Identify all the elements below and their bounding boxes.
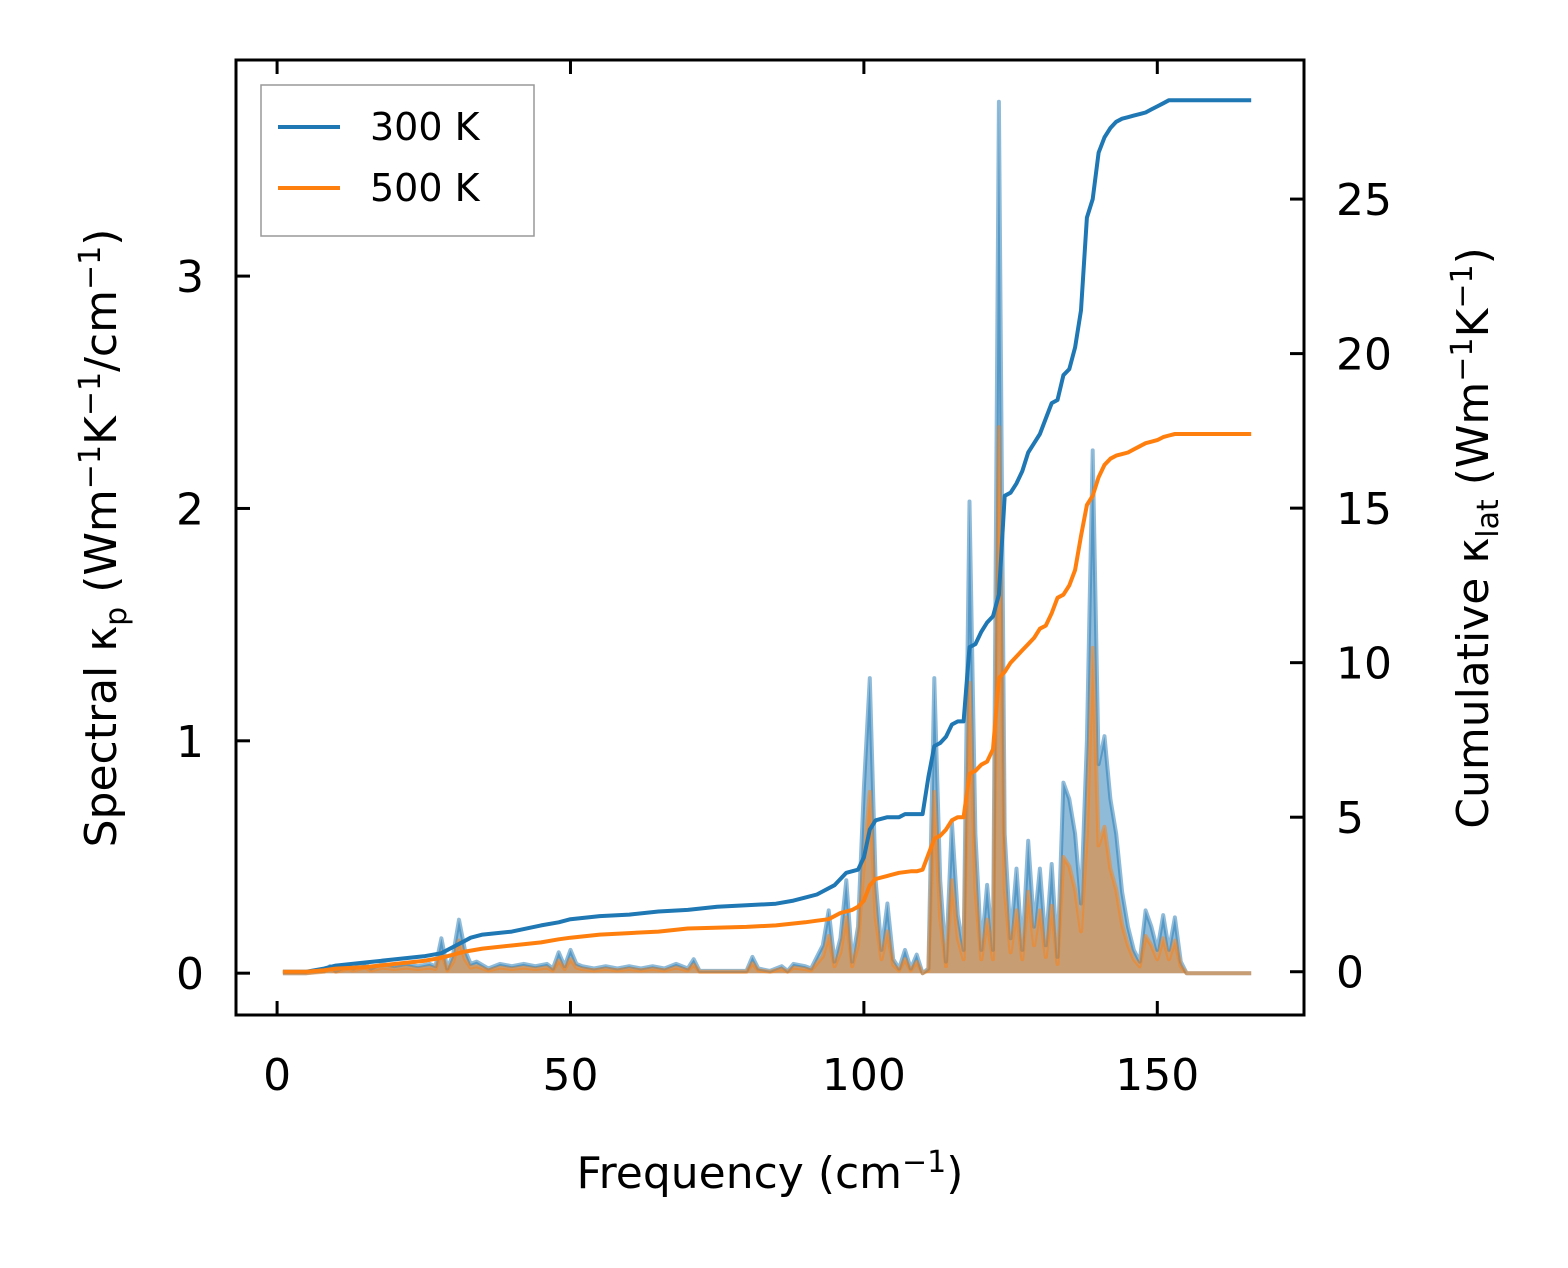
left-y-tick-label: 2 xyxy=(176,484,204,535)
left-y-tick-label: 1 xyxy=(176,717,204,768)
x-axis-label-part: ) xyxy=(946,1148,963,1199)
right-y-axis-label: Cumulative κlat (Wm−1K−1) xyxy=(1445,247,1506,829)
right-y-axis-label-part: Cumulative κ xyxy=(1448,538,1499,829)
plot-frame xyxy=(234,58,1306,1017)
right-y-tick-label: 0 xyxy=(1336,948,1364,999)
left-y-axis-label-part: −1 xyxy=(73,246,108,290)
x-tick-label: 150 xyxy=(1115,1050,1199,1101)
left-y-axis-label-part: p xyxy=(99,607,134,626)
right-y-tick-label: 15 xyxy=(1336,484,1392,535)
x-axis-label-part: Frequency (cm xyxy=(577,1148,903,1199)
cumulative-line-layer xyxy=(282,98,1252,974)
right-y-axis-label-part: −1 xyxy=(1445,264,1480,308)
cumulative-line-500k xyxy=(282,432,1252,974)
left-y-tick-label: 0 xyxy=(176,949,204,1000)
right-y-axis-label-part: (Wm xyxy=(1448,382,1499,500)
tick-layer: 0 50 100 150 0 1 2 3 0 5 10 15 20 25 xyxy=(176,60,1392,1101)
left-y-axis-label-part: /cm xyxy=(76,290,127,372)
left-y-tick-label: 3 xyxy=(176,252,204,303)
left-y-axis-label-part: −1 xyxy=(73,445,108,489)
x-tick-label: 0 xyxy=(263,1050,291,1101)
right-y-axis-label-part: −1 xyxy=(1445,337,1480,381)
spectral-fill-500k xyxy=(282,427,1252,974)
left-y-axis-label-part: −1 xyxy=(73,372,108,416)
legend: 300 K 500 K xyxy=(260,84,535,237)
legend-label-300k: 300 K xyxy=(370,105,481,149)
right-y-tick-label: 10 xyxy=(1336,639,1392,690)
right-y-axis-label-part: K xyxy=(1448,307,1499,337)
left-y-axis-label: Spectral κp (Wm−1K−1/cm−1) xyxy=(73,229,134,848)
left-y-axis-label-part: ) xyxy=(76,229,127,246)
right-y-tick-label: 5 xyxy=(1336,793,1364,844)
x-tick-label: 50 xyxy=(542,1050,598,1101)
right-y-tick-label: 25 xyxy=(1336,175,1392,226)
x-axis-label-part: −1 xyxy=(902,1145,946,1180)
spectral-line-500k xyxy=(282,425,1252,976)
x-axis-label: Frequency (cm−1) xyxy=(577,1145,964,1199)
left-y-axis-label-part: K xyxy=(76,415,127,445)
legend-frame xyxy=(260,84,535,237)
x-tick-label: 100 xyxy=(822,1050,906,1101)
legend-label-500k: 500 K xyxy=(370,166,481,210)
right-y-axis-label-part: ) xyxy=(1448,247,1499,264)
cumulative-line-300k xyxy=(282,98,1252,974)
left-y-axis-label-part: (Wm xyxy=(76,489,127,607)
right-y-tick-label: 20 xyxy=(1336,330,1392,381)
right-y-axis-label-part: lat xyxy=(1471,499,1506,538)
left-y-axis-label-part: Spectral κ xyxy=(76,626,127,848)
